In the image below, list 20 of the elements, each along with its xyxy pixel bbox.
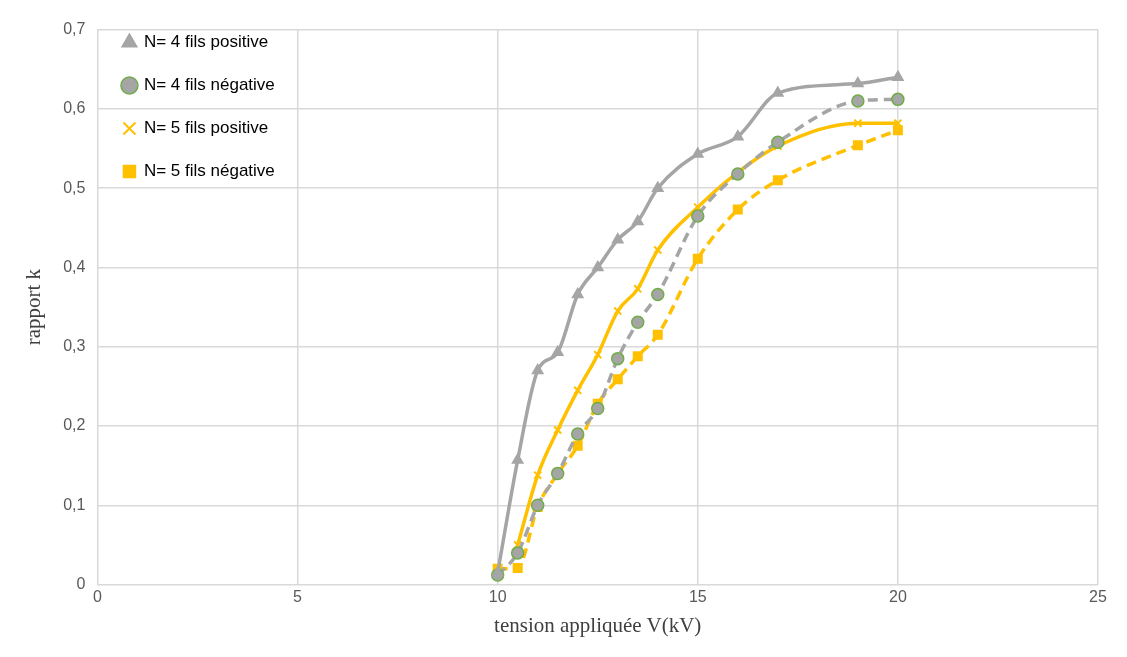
x-tick-label: 25 bbox=[1089, 587, 1107, 605]
legend-label: N= 5 fils négative bbox=[143, 161, 275, 181]
y-tick-label: 0,5 bbox=[63, 178, 86, 196]
x-axis-title: tension appliquée V(kV) bbox=[494, 612, 702, 637]
y-tick-label: 0 bbox=[76, 575, 86, 593]
legend-label: N= 4 fils négative bbox=[143, 75, 275, 95]
x-tick-label: 15 bbox=[688, 587, 707, 605]
x-tick-label: 0 bbox=[92, 587, 102, 605]
x-tick-label: 5 bbox=[293, 587, 303, 605]
legend-label: N= 4 fils positive bbox=[143, 32, 269, 52]
y-tick-label: 0,1 bbox=[63, 495, 86, 513]
y-tick-label: 0,3 bbox=[63, 337, 86, 355]
x-tick-label: 10 bbox=[488, 587, 507, 605]
legend-label: N= 5 fils positive bbox=[143, 118, 269, 138]
y-tick-label: 0,6 bbox=[63, 99, 86, 117]
y-tick-label: 0,2 bbox=[63, 416, 86, 434]
y-tick-label: 0,7 bbox=[63, 20, 86, 38]
y-axis-title: rapport k bbox=[21, 268, 46, 346]
y-tick-label: 0,4 bbox=[63, 257, 86, 275]
x-tick-label: 20 bbox=[888, 587, 907, 605]
